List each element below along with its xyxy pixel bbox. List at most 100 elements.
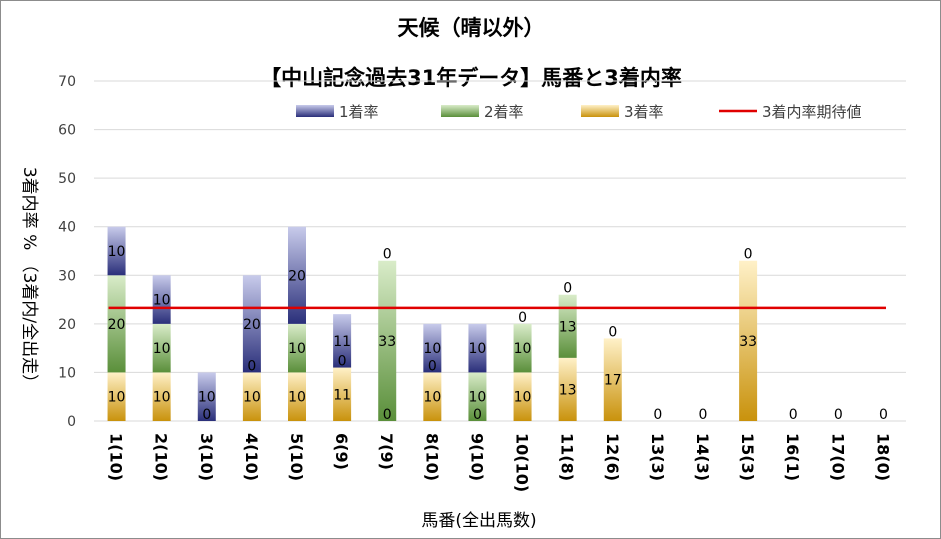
bar-segment: [468, 372, 487, 421]
data-label: 11: [333, 387, 351, 403]
data-label: 13: [559, 319, 577, 335]
legend-label: 2着率: [484, 103, 524, 121]
x-category-label: 15(3): [738, 433, 757, 481]
data-label: 10: [423, 390, 441, 406]
bar-segment: [333, 314, 352, 368]
bar-segment: [333, 367, 352, 421]
bar-segment: [288, 226, 306, 324]
bar-segment: [423, 323, 442, 373]
data-label: 0: [744, 247, 753, 263]
legend-swatch: [296, 105, 334, 117]
legend-label: 1着率: [339, 103, 379, 121]
data-label: 10: [423, 341, 441, 357]
data-label: 10: [243, 390, 261, 406]
data-label: 0: [699, 407, 708, 423]
data-label: 20: [288, 268, 306, 284]
data-label: 20: [108, 317, 126, 333]
legend-label: 3着内率期待値: [762, 103, 862, 121]
x-category-label: 3(10): [197, 433, 216, 481]
chart-subtitle: 【中山記念過去31年データ】馬番と3着内率: [260, 66, 682, 90]
bar-segment: [423, 372, 442, 421]
x-category-label: 14(3): [693, 433, 712, 481]
x-category-label: 13(3): [648, 433, 667, 481]
data-label: 10: [153, 341, 171, 357]
bar-segment: [513, 372, 532, 421]
data-label: 0: [383, 407, 392, 423]
legend-swatch: [581, 105, 619, 117]
data-label: 0: [608, 324, 617, 340]
x-category-label: 4(10): [242, 433, 261, 481]
x-category-label: 18(0): [873, 433, 892, 481]
data-label: 13: [559, 382, 577, 398]
data-label: 0: [653, 407, 662, 423]
data-label: 0: [338, 354, 347, 370]
bar-segment: [242, 275, 261, 373]
data-label: 10: [288, 341, 306, 357]
data-label: 10: [108, 244, 126, 260]
bar-segment: [558, 357, 577, 421]
data-label: 10: [514, 390, 532, 406]
y-tick-label: 60: [58, 123, 76, 139]
data-label: 11: [333, 334, 351, 350]
bar-segment: [558, 294, 577, 358]
bar-segment: [288, 372, 306, 421]
bar-segment: [242, 372, 261, 421]
bar-segment: [197, 372, 216, 421]
x-category-label: 8(10): [422, 433, 441, 481]
data-label: 10: [469, 390, 487, 406]
data-label: 0: [383, 247, 392, 263]
legend-swatch: [441, 105, 479, 117]
data-label: 33: [739, 334, 757, 350]
bar-segment: [107, 372, 126, 421]
data-label: 0: [202, 407, 211, 423]
bar-segment: [152, 275, 171, 324]
bar-segment: [152, 323, 171, 373]
bar-segment: [739, 260, 758, 421]
data-label: 0: [879, 407, 888, 423]
chart-legend: 1着率 2着率 3着率 3着内率期待値: [296, 103, 862, 121]
y-tick-label: 40: [58, 220, 76, 236]
x-axis-title: 馬番(全出馬数): [421, 511, 536, 531]
x-category-label: 5(10): [287, 433, 306, 481]
x-category-label: 10(10): [513, 433, 532, 492]
data-label: 20: [243, 317, 261, 333]
data-label: 10: [514, 341, 532, 357]
gridlines: [94, 80, 906, 422]
data-label: 10: [153, 293, 171, 309]
bar-segment: [513, 323, 532, 373]
chart-title: 天候（晴以外）: [398, 16, 545, 40]
data-label: 0: [247, 358, 256, 374]
x-category-label: 12(6): [603, 433, 622, 481]
x-category-label: 7(9): [377, 433, 396, 470]
y-tick-label: 10: [58, 365, 76, 381]
data-label: 17: [604, 373, 622, 389]
y-tick-label: 30: [58, 268, 76, 284]
x-category-label: 1(10): [107, 433, 126, 481]
x-category-label: 6(9): [332, 433, 351, 470]
data-label: 10: [198, 390, 216, 406]
data-label: 10: [153, 390, 171, 406]
y-tick-label: 50: [58, 171, 76, 187]
data-label: 0: [563, 281, 572, 297]
data-label: 0: [789, 407, 798, 423]
data-label: 10: [108, 390, 126, 406]
data-label: 0: [428, 358, 437, 374]
y-tick-label: 20: [58, 317, 76, 333]
bar-segment: [603, 338, 622, 421]
bar-segment: [107, 226, 126, 276]
y-tick-label: 70: [58, 74, 76, 90]
data-label: 33: [378, 334, 396, 350]
data-label: 10: [288, 390, 306, 406]
bar-segment: [378, 260, 397, 421]
data-label: 10: [469, 341, 487, 357]
bar-stacks: [107, 226, 758, 421]
x-category-label: 17(0): [828, 433, 847, 481]
bar-segment: [152, 372, 171, 421]
x-category-label: 2(10): [152, 433, 171, 481]
y-axis-ticks: 0 10 20 30 40 50 60 70: [58, 74, 76, 430]
x-category-label: 9(10): [467, 433, 486, 481]
bar-segment: [107, 275, 126, 373]
